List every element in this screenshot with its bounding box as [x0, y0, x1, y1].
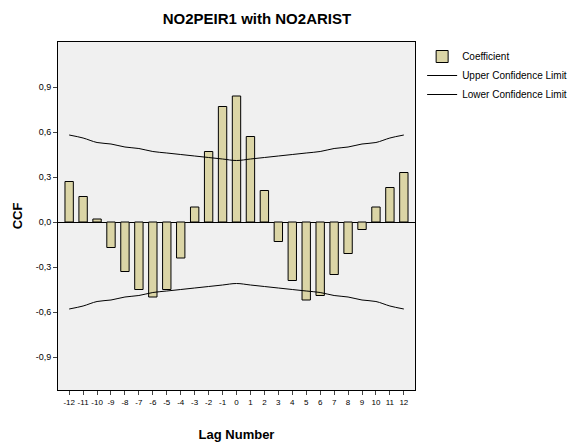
svg-text:-12: -12: [63, 398, 75, 407]
svg-text:-0,9: -0,9: [36, 352, 52, 362]
svg-text:1: 1: [248, 398, 253, 407]
svg-text:3: 3: [276, 398, 281, 407]
svg-text:10: 10: [371, 398, 380, 407]
svg-text:0: 0: [234, 398, 239, 407]
svg-text:-9: -9: [107, 398, 115, 407]
svg-text:4: 4: [290, 398, 295, 407]
svg-text:-6: -6: [149, 398, 157, 407]
svg-text:7: 7: [332, 398, 337, 407]
svg-text:Coefficient: Coefficient: [462, 51, 509, 62]
svg-text:-8: -8: [121, 398, 129, 407]
svg-text:9: 9: [360, 398, 365, 407]
svg-text:-4: -4: [177, 398, 185, 407]
svg-text:-11: -11: [78, 398, 90, 407]
svg-text:-5: -5: [163, 398, 171, 407]
svg-text:0,3: 0,3: [39, 172, 52, 182]
svg-text:0,0: 0,0: [39, 217, 52, 227]
svg-text:-3: -3: [191, 398, 199, 407]
svg-text:6: 6: [318, 398, 323, 407]
svg-text:CCF: CCF: [10, 203, 25, 230]
svg-text:-0,3: -0,3: [36, 262, 52, 272]
svg-text:12: 12: [399, 398, 408, 407]
svg-text:Upper Confidence Limit: Upper Confidence Limit: [462, 70, 567, 81]
svg-text:11: 11: [386, 398, 395, 407]
svg-text:-2: -2: [205, 398, 213, 407]
svg-text:NO2PEIR1 with NO2ARIST: NO2PEIR1 with NO2ARIST: [163, 10, 351, 27]
svg-text:-1: -1: [219, 398, 227, 407]
svg-text:Lag Number: Lag Number: [199, 427, 275, 442]
svg-text:-7: -7: [135, 398, 143, 407]
svg-text:Lower Confidence Limit: Lower Confidence Limit: [462, 89, 567, 100]
svg-text:2: 2: [262, 398, 267, 407]
svg-text:0,9: 0,9: [39, 82, 52, 92]
svg-text:-10: -10: [91, 398, 103, 407]
svg-text:-0,6: -0,6: [36, 307, 52, 317]
svg-text:8: 8: [346, 398, 351, 407]
svg-text:0,6: 0,6: [39, 127, 52, 137]
svg-text:5: 5: [304, 398, 309, 407]
